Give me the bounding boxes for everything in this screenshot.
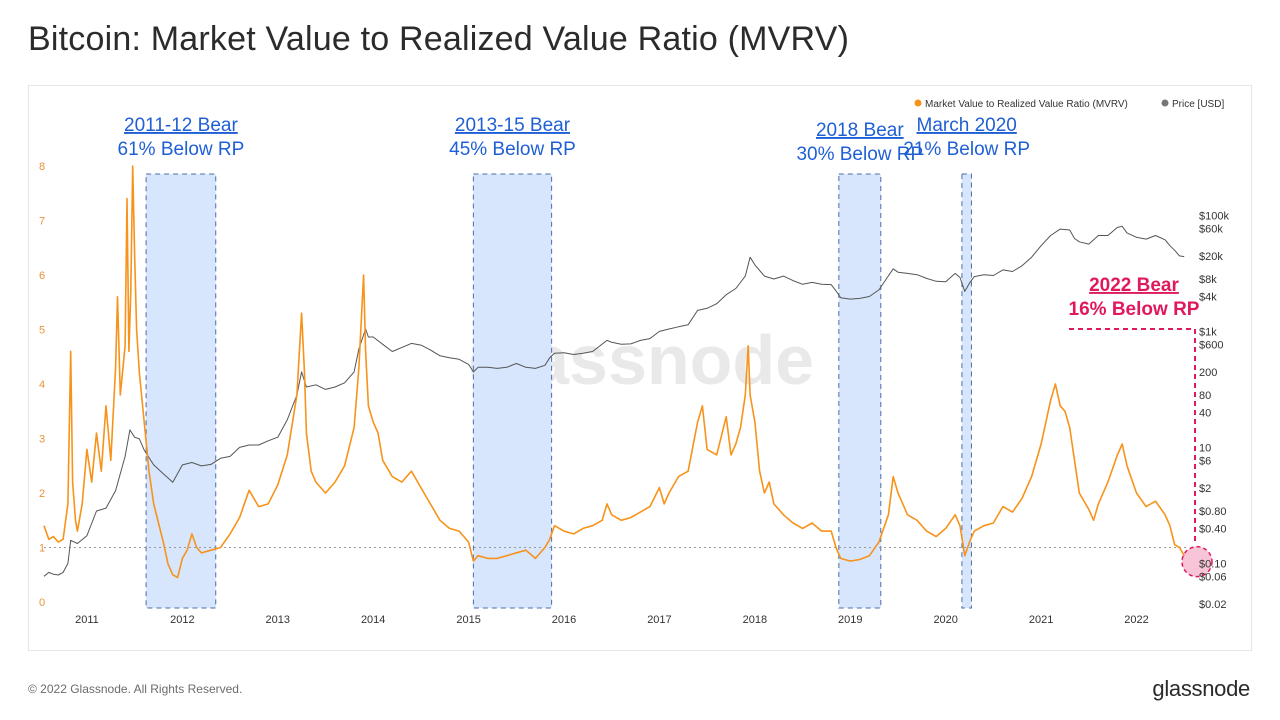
x-tick-2011: 2011 (75, 614, 99, 626)
bear-label-subtitle-4: 21% Below RP (903, 139, 1030, 160)
left-y-tick-1: 1 (39, 543, 45, 555)
legend-mvrv-swatch (914, 99, 922, 107)
mvrv-line (43, 165, 1185, 579)
x-tick-2022: 2022 (1124, 614, 1148, 626)
left-y-tick-6: 6 (39, 270, 45, 282)
brand-logo-text: glassnode (1152, 676, 1250, 701)
left-y-tick-2: 2 (39, 488, 45, 500)
legend-price-label: Price [USD] (1172, 99, 1224, 110)
legend-mvrv-label: Market Value to Realized Value Ratio (MV… (925, 99, 1128, 110)
right-y-tick-4k: $4k (1199, 291, 1217, 303)
bear-region-1 (145, 173, 217, 609)
price-series-group (43, 225, 1185, 577)
price-line (43, 225, 1185, 577)
bear-region-4 (961, 173, 972, 609)
left-y-tick-8: 8 (39, 161, 45, 173)
bear-label-subtitle-3: 30% Below RP (796, 144, 923, 165)
left-y-tick-3: 3 (39, 434, 45, 446)
bear-2022-highlight-circle (1181, 545, 1213, 578)
right-y-tick-0.40: $0.40 (1199, 523, 1227, 535)
left-y-tick-7: 7 (39, 216, 45, 228)
right-y-tick-40: 40 (1199, 407, 1211, 419)
right-y-tick-100k: $100k (1199, 210, 1229, 222)
shaded-regions (145, 173, 972, 609)
x-tick-2019: 2019 (838, 614, 862, 626)
left-y-tick-5: 5 (39, 325, 45, 337)
right-y-tick-8k: $8k (1199, 274, 1217, 286)
right-y-tick-0.80: $0.80 (1199, 506, 1227, 518)
x-tick-2017: 2017 (647, 614, 671, 626)
mvrv-series-group (43, 165, 1185, 579)
right-y-tick-0.02: $0.02 (1199, 599, 1227, 611)
annotations-group: 2011-12 Bear 61% Below RP 2013-15 Bear 45% … (118, 115, 1213, 578)
right-y-tick-2: $2 (1199, 483, 1211, 495)
right-y-tick-200: 200 (1199, 367, 1217, 379)
right-y-tick-0.06: $0.06 (1199, 571, 1227, 583)
legend-price-swatch (1161, 99, 1169, 107)
chart-frame: glassnode 2011-12 Bear 61% Below RP 2013-1… (28, 85, 1252, 651)
bear-region-2 (472, 173, 553, 609)
x-tick-2015: 2015 (456, 614, 480, 626)
right-y-tick-6: $6 (1199, 455, 1211, 467)
copyright-text: © 2022 Glassnode. All Rights Reserved. (28, 682, 243, 696)
bear-region-3 (838, 173, 882, 609)
x-tick-2018: 2018 (743, 614, 767, 626)
bear-label-title-2: 2013-15 Bear (455, 115, 571, 136)
bear-2022-label-subtitle: 16% Below RP (1069, 299, 1200, 320)
bear-label-subtitle-2: 45% Below RP (449, 139, 576, 160)
bear-label-title-3: 2018 Bear (816, 120, 904, 141)
right-y-tick-20k: $20k (1199, 251, 1223, 263)
left-y-tick-0: 0 (39, 597, 45, 609)
right-y-tick-80: 80 (1199, 390, 1211, 402)
x-tick-2013: 2013 (266, 614, 290, 626)
right-y-tick-600: $600 (1199, 339, 1223, 351)
bear-label-title-1: 2011-12 Bear (124, 115, 238, 136)
x-tick-2014: 2014 (361, 614, 385, 626)
right-y-tick-60k: $60k (1199, 223, 1223, 235)
page-title: Bitcoin: Market Value to Realized Value … (28, 20, 850, 58)
right-y-tick-10: 10 (1199, 442, 1211, 454)
x-tick-2020: 2020 (933, 614, 957, 626)
bear-2022-label-title: 2022 Bear (1089, 275, 1179, 296)
right-y-tick-1k: $1k (1199, 326, 1217, 338)
x-tick-2021: 2021 (1029, 614, 1053, 626)
bear-label-subtitle-1: 61% Below RP (118, 139, 245, 160)
bear-label-title-4: March 2020 (917, 115, 1017, 136)
x-tick-2012: 2012 (170, 614, 194, 626)
legend-group: Market Value to Realized Value Ratio (MV… (914, 99, 1224, 110)
left-y-tick-4: 4 (39, 379, 45, 391)
right-y-tick-0.10: $0.10 (1199, 558, 1227, 570)
x-tick-2016: 2016 (552, 614, 576, 626)
axes-group: 2011 2012 2013 2014 2015 2016 2017 2018 2019 2020… (39, 161, 1229, 626)
